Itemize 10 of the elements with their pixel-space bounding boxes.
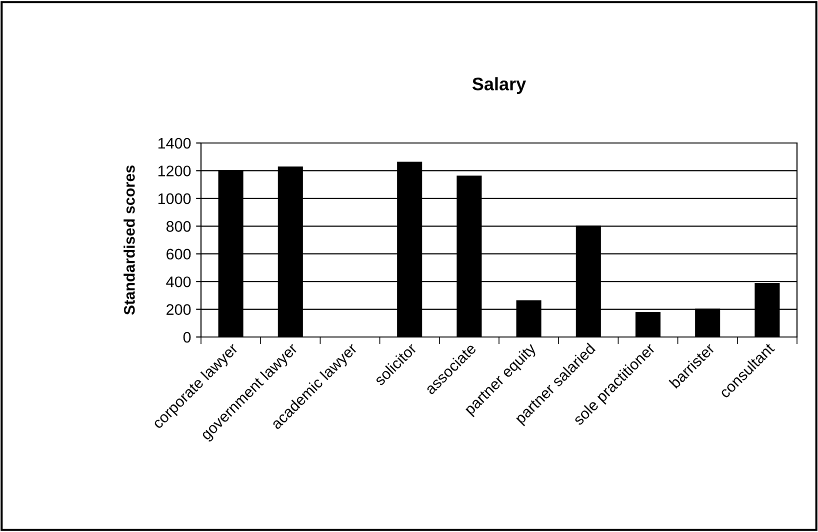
y-axis-title: Standardised scores <box>124 165 135 315</box>
y-tick-label: 200 <box>166 304 191 315</box>
y-tick-label: 800 <box>166 221 191 232</box>
y-tick-label: 1200 <box>158 166 191 176</box>
y-tick-label: 1400 <box>158 138 191 149</box>
y-tick-label: 600 <box>166 248 191 260</box>
chart-title: Salary <box>472 77 526 94</box>
y-tick-label: 1000 <box>158 193 191 204</box>
y-tick-label: 0 <box>183 332 191 343</box>
y-tick-label: 400 <box>166 276 191 288</box>
